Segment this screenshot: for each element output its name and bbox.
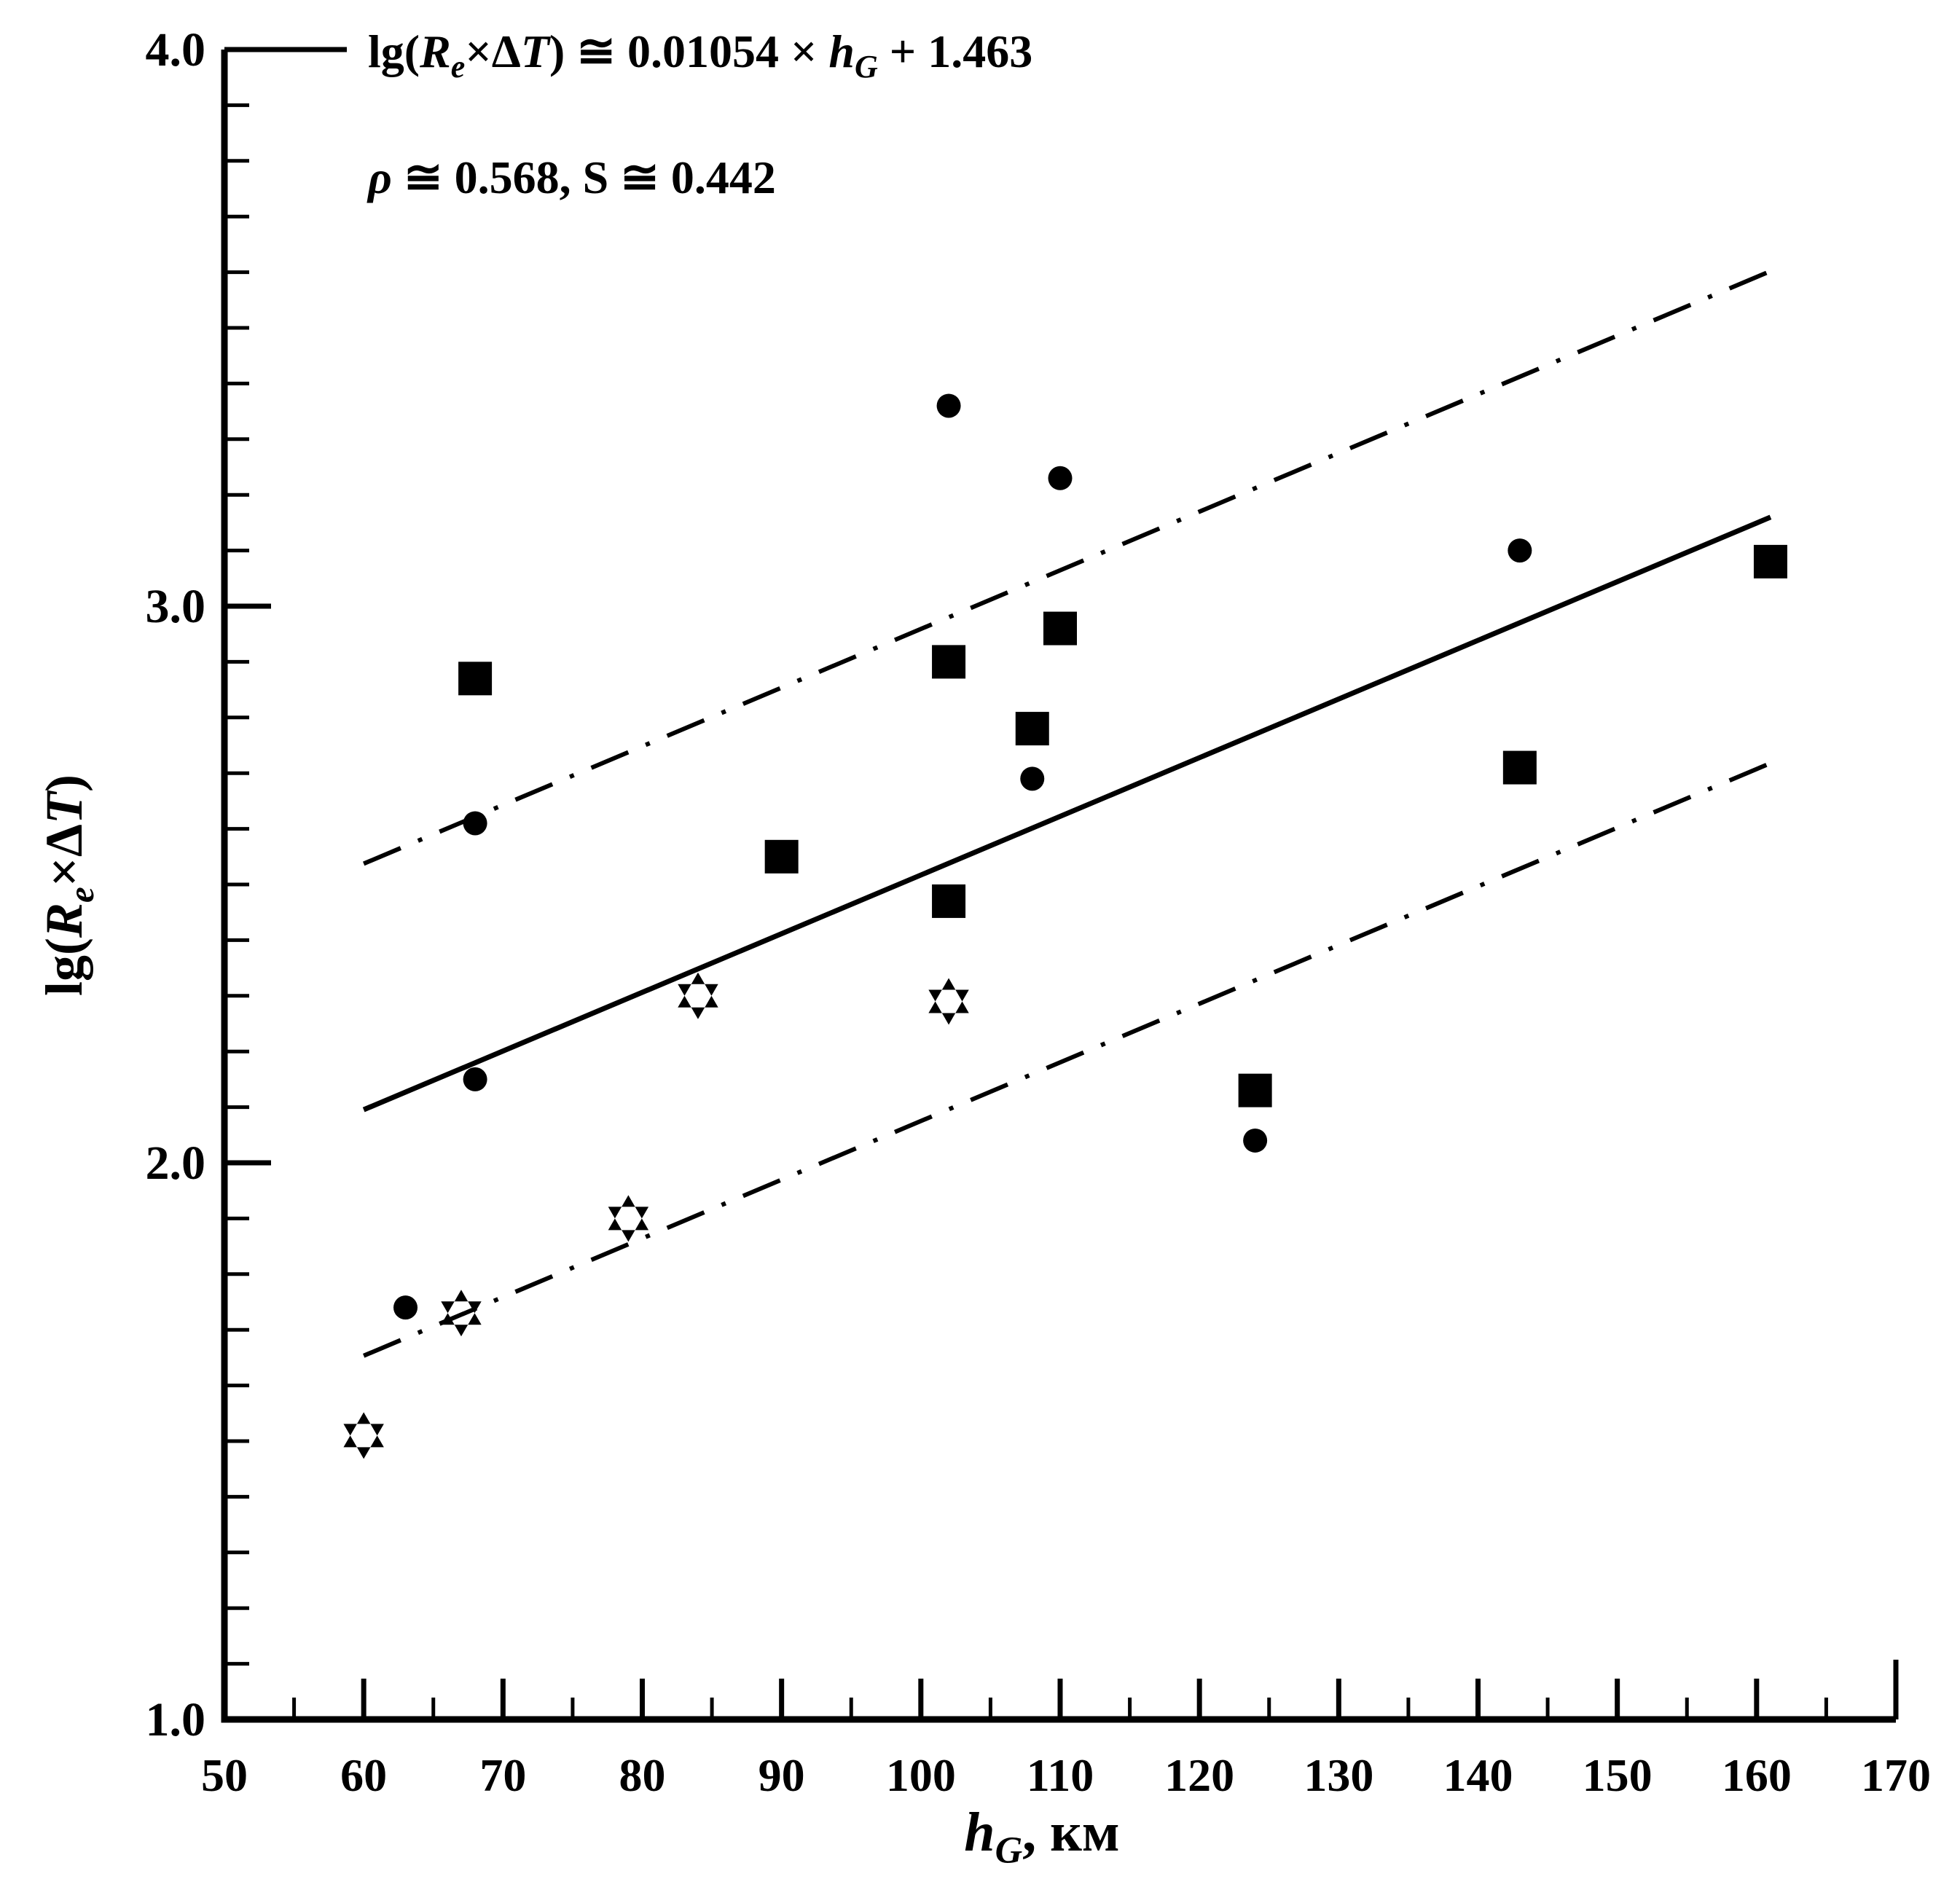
stats-label: ρ ≅ 0.568, S ≅ 0.442	[366, 152, 776, 203]
x-tick-label: 160	[1722, 1749, 1792, 1801]
fit-lines	[362, 269, 1772, 1358]
y-tick-label: 2.0	[146, 1137, 206, 1190]
data-point-square	[932, 884, 966, 918]
x-tick-label: 120	[1164, 1749, 1234, 1801]
equation-label-part: lg(	[368, 26, 420, 77]
data-point-circle	[463, 1067, 487, 1091]
y-axis-label-part: T	[35, 790, 93, 824]
equation-label-part: + 1.463	[878, 26, 1032, 77]
equation-label-part: ×Δ	[465, 26, 521, 77]
data-point-square	[458, 662, 493, 696]
x-tick-label: 150	[1583, 1749, 1653, 1801]
data-point-circle	[393, 1295, 418, 1320]
stats-label-part: ≅ 0.568, S ≅ 0.442	[392, 152, 776, 203]
data-point-square	[1502, 750, 1537, 785]
data-point-star	[678, 972, 718, 1019]
data-point-star	[343, 1412, 384, 1459]
y-axis-label-group: lg(Re×ΔT)	[35, 774, 101, 996]
x-axis-label-part: , км	[1022, 1802, 1120, 1863]
axes	[221, 50, 1896, 1723]
data-point-circle	[1508, 538, 1532, 563]
x-tick-label: 130	[1304, 1749, 1373, 1801]
data-point-square	[932, 645, 966, 679]
x-axis-label-part: h	[964, 1802, 995, 1863]
data-point-square	[1753, 544, 1787, 578]
x-tick-label: 170	[1861, 1749, 1931, 1801]
equation-label-part: R	[419, 26, 451, 77]
x-ticks: 50 60 70 80 90 100 110 120 130 140 150 160 170	[201, 1660, 1931, 1801]
stats-label-part: ρ	[366, 152, 392, 203]
x-axis-label-part: G	[995, 1830, 1023, 1872]
x-tick-label: 140	[1443, 1749, 1513, 1801]
equation-label-part: ) ≅ 0.01054 ×	[549, 26, 828, 77]
data-point-square	[1043, 611, 1077, 646]
x-tick-label: 90	[758, 1749, 805, 1801]
x-tick-label: 80	[619, 1749, 666, 1801]
data-point-circle	[463, 811, 487, 836]
data-points	[343, 393, 1787, 1459]
x-tick-label: 110	[1027, 1749, 1094, 1801]
lower-band-line	[363, 761, 1772, 1358]
x-tick-label: 60	[340, 1749, 387, 1801]
data-point-star	[441, 1290, 482, 1337]
y-axis-label-part: )	[35, 774, 93, 792]
data-point-square	[764, 839, 799, 874]
y-axis-label-part: ×Δ	[35, 824, 93, 887]
y-axis-label-part: e	[61, 887, 101, 903]
y-axis-label-part: R	[35, 903, 93, 938]
axis-lines	[221, 50, 1896, 1723]
y-tick-label: 3.0	[146, 580, 206, 633]
upper-band-line	[363, 269, 1772, 866]
x-axis-label: hG, км	[964, 1802, 1119, 1872]
equation-label-part: T	[521, 26, 552, 77]
y-axis-label: lg(Re×ΔT)	[35, 774, 101, 996]
x-tick-label: 50	[201, 1749, 248, 1801]
regression-line	[362, 514, 1772, 1113]
equation-label-part: e	[451, 49, 466, 85]
data-point-square	[1238, 1073, 1272, 1107]
x-tick-label: 70	[479, 1749, 526, 1801]
data-point-star	[928, 978, 969, 1025]
y-axis-label-part: lg(	[35, 938, 93, 996]
data-point-star	[608, 1195, 649, 1242]
data-point-square	[1015, 712, 1049, 746]
equation-label-part: G	[855, 49, 878, 85]
y-ticks: 1.0 2.0 3.0 4.0	[146, 23, 347, 1746]
x-tick-label: 100	[886, 1749, 956, 1801]
y-tick-label: 1.0	[146, 1693, 206, 1746]
data-point-circle	[936, 393, 961, 418]
data-point-circle	[1243, 1128, 1268, 1153]
data-point-circle	[1048, 466, 1073, 490]
equation-label: lg(Re×ΔT) ≅ 0.01054 × hG + 1.463	[368, 26, 1032, 85]
equation-label-part: h	[828, 26, 855, 77]
data-point-circle	[1020, 766, 1045, 791]
y-tick-label: 4.0	[146, 23, 206, 76]
